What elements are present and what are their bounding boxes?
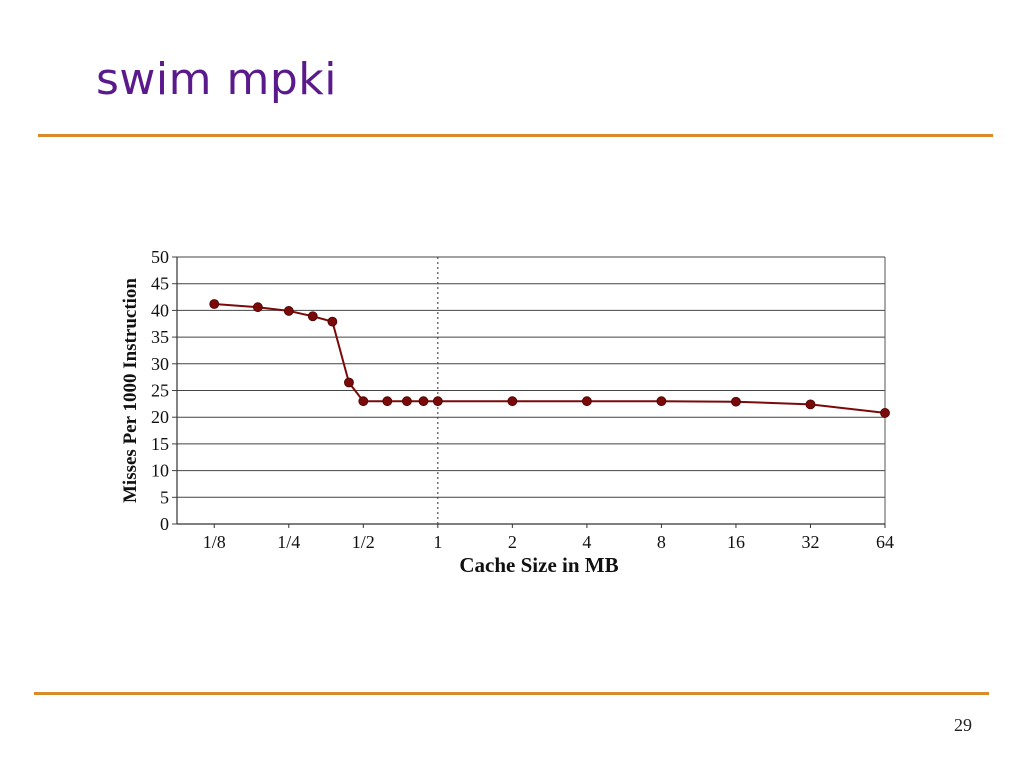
y-tick-label: 5 bbox=[160, 487, 169, 507]
data-point bbox=[581, 396, 592, 407]
y-tick-label: 0 bbox=[160, 514, 169, 534]
x-tick-label: 64 bbox=[876, 532, 894, 552]
data-point bbox=[327, 316, 338, 327]
data-point bbox=[209, 299, 220, 309]
data-point bbox=[432, 396, 443, 407]
data-point bbox=[418, 396, 429, 407]
x-tick-label: 4 bbox=[582, 532, 591, 552]
page-number: 29 bbox=[954, 715, 972, 735]
data-point bbox=[731, 396, 741, 407]
y-tick-label: 20 bbox=[151, 407, 169, 427]
data-point bbox=[880, 408, 890, 418]
x-tick-label: 16 bbox=[727, 532, 745, 552]
data-point bbox=[358, 396, 369, 407]
title-divider bbox=[38, 134, 993, 137]
x-axis-label: Cache Size in MB bbox=[459, 553, 618, 577]
x-tick-label: 1/8 bbox=[203, 532, 226, 552]
x-tick-labels: 1/8 1/4 1/2 1 2 4 8 16 32 64 bbox=[203, 532, 894, 552]
y-axis-label: Misses Per 1000 Instruction bbox=[120, 278, 141, 503]
y-tick-label: 45 bbox=[151, 274, 169, 294]
x-tick-label: 1/4 bbox=[277, 532, 300, 552]
data-point bbox=[252, 302, 263, 313]
footer-divider bbox=[34, 692, 989, 695]
y-tick-label: 35 bbox=[151, 327, 169, 347]
x-tick-label: 1/2 bbox=[352, 532, 375, 552]
y-tick-labels: 0 5 10 15 20 25 30 35 40 45 50 bbox=[151, 247, 169, 534]
y-tick-label: 25 bbox=[151, 381, 169, 401]
y-tick-label: 40 bbox=[151, 300, 169, 320]
y-tick-label: 15 bbox=[151, 434, 169, 454]
slide-title: swim mpki bbox=[96, 54, 337, 105]
data-point bbox=[344, 377, 354, 388]
data-point bbox=[805, 399, 816, 410]
data-point bbox=[382, 396, 393, 407]
x-tick-label: 2 bbox=[508, 532, 517, 552]
x-tick-label: 32 bbox=[801, 532, 819, 552]
x-tick-label: 1 bbox=[433, 532, 442, 552]
mpki-line-chart: 0 5 10 15 20 25 30 35 40 45 50 1/8 1/4 1/2 1 2 4 8 16 32 64… bbox=[120, 247, 894, 577]
data-point bbox=[507, 396, 518, 407]
axes bbox=[172, 256, 886, 528]
series-layer bbox=[209, 299, 890, 418]
data-point bbox=[307, 311, 318, 322]
data-point bbox=[656, 396, 667, 407]
y-tick-label: 30 bbox=[151, 354, 169, 374]
x-tick-label: 8 bbox=[657, 532, 666, 552]
grid-lines bbox=[177, 256, 885, 525]
y-tick-label: 10 bbox=[151, 461, 169, 481]
data-point bbox=[402, 396, 412, 407]
y-tick-label: 50 bbox=[151, 247, 169, 267]
data-point bbox=[283, 306, 294, 316]
